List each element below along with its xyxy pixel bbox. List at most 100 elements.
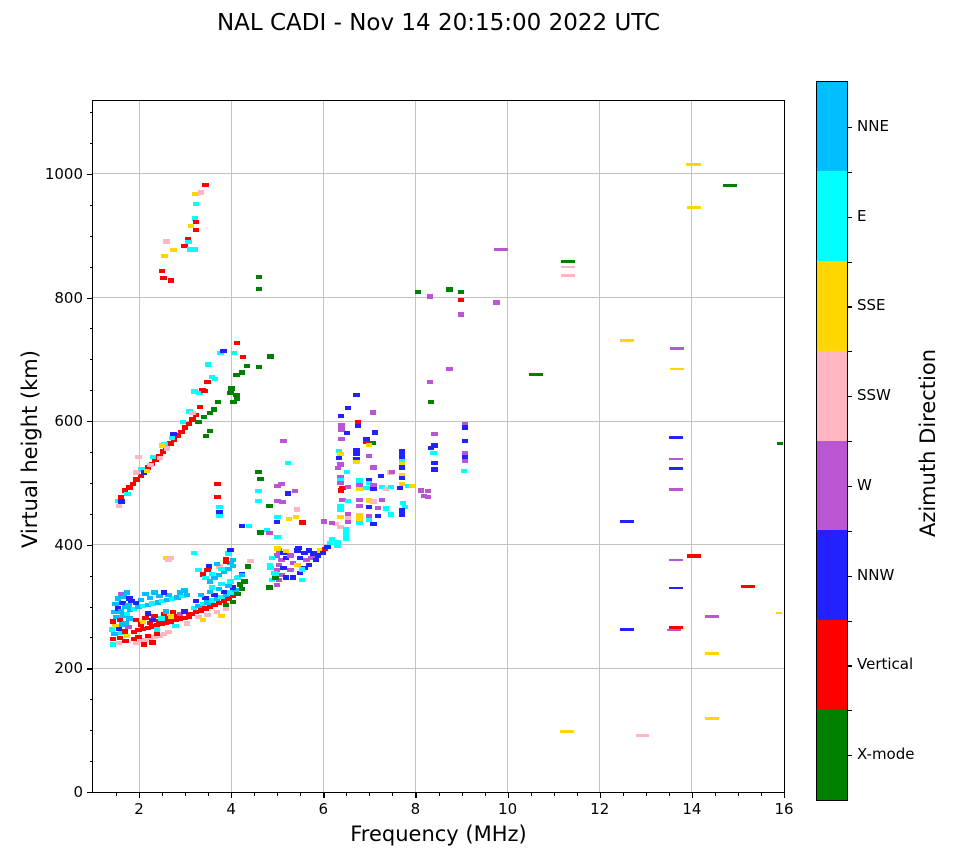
data-point xyxy=(365,498,373,503)
data-point xyxy=(289,560,297,565)
data-point xyxy=(431,460,438,465)
data-point xyxy=(135,634,142,640)
data-point xyxy=(284,461,292,466)
data-point xyxy=(560,260,575,264)
data-point xyxy=(153,623,161,628)
data-point xyxy=(388,469,396,475)
data-point xyxy=(146,595,154,601)
x-tick-label: 12 xyxy=(590,800,610,818)
data-point xyxy=(233,340,241,345)
data-point xyxy=(110,636,117,641)
data-point xyxy=(398,449,406,454)
data-point xyxy=(159,598,166,604)
data-point xyxy=(669,559,684,562)
data-point xyxy=(296,555,303,561)
data-point xyxy=(163,597,171,603)
data-point xyxy=(117,494,125,499)
y-minor-tick xyxy=(89,328,93,330)
data-point xyxy=(274,498,281,504)
data-point xyxy=(668,467,683,471)
data-point xyxy=(233,396,241,402)
data-point xyxy=(133,470,140,475)
y-minor-tick xyxy=(89,359,93,361)
data-point xyxy=(121,629,128,634)
data-point xyxy=(344,512,352,517)
data-point xyxy=(159,449,167,454)
data-point xyxy=(365,453,373,459)
data-point xyxy=(560,273,575,277)
data-point xyxy=(234,591,241,596)
data-point xyxy=(446,366,453,371)
data-point xyxy=(115,503,123,509)
data-point xyxy=(125,624,132,630)
data-point xyxy=(204,612,211,617)
data-point xyxy=(159,443,166,448)
data-point xyxy=(183,621,191,626)
x-tick-label: 2 xyxy=(134,800,144,818)
data-point xyxy=(135,605,142,610)
data-point xyxy=(167,278,175,283)
data-point xyxy=(163,446,171,451)
x-minor-tick xyxy=(714,792,716,796)
data-point xyxy=(328,521,336,526)
data-point xyxy=(244,564,252,569)
colorbar-tick xyxy=(847,126,852,129)
colorbar-segment-vertical xyxy=(816,620,847,710)
data-point xyxy=(303,558,310,563)
data-point xyxy=(285,516,292,522)
data-point xyxy=(197,592,204,598)
x-axis-label: Frequency (MHz) xyxy=(350,822,527,846)
data-point xyxy=(218,566,225,572)
data-point xyxy=(127,607,134,612)
data-point xyxy=(461,425,469,430)
data-point xyxy=(272,572,279,577)
data-point xyxy=(172,618,179,623)
data-point xyxy=(153,627,161,632)
data-point xyxy=(174,595,181,600)
y-tick-label: 400 xyxy=(54,535,83,554)
data-point xyxy=(232,587,239,593)
data-point xyxy=(137,473,145,478)
data-point xyxy=(267,565,274,570)
data-point xyxy=(280,438,287,444)
data-point xyxy=(112,623,119,628)
data-point xyxy=(130,607,138,612)
data-point xyxy=(151,590,158,595)
data-point xyxy=(167,614,175,619)
data-point xyxy=(338,427,345,433)
data-point xyxy=(135,628,142,633)
data-point xyxy=(149,454,157,460)
x-minor-tick xyxy=(668,792,670,796)
data-point xyxy=(204,600,211,605)
data-point xyxy=(174,433,181,438)
data-point xyxy=(461,438,469,444)
y-major-tick xyxy=(87,792,93,794)
x-major-tick xyxy=(139,792,141,798)
data-point xyxy=(215,600,223,606)
data-point xyxy=(669,625,684,629)
y-minor-tick xyxy=(89,761,93,763)
data-point xyxy=(370,499,377,504)
data-point xyxy=(493,300,500,305)
data-point xyxy=(363,485,370,491)
data-point xyxy=(189,417,196,422)
data-point xyxy=(210,407,218,412)
data-point xyxy=(181,425,189,430)
x-minor-tick xyxy=(277,792,279,796)
data-point xyxy=(337,478,344,483)
data-point xyxy=(417,488,425,493)
data-point xyxy=(206,604,214,609)
data-point xyxy=(272,576,279,581)
data-point xyxy=(200,414,208,420)
colorbar-tick-label: SSE xyxy=(857,296,886,315)
colorbar-segment-sse xyxy=(816,261,847,351)
data-point xyxy=(365,480,373,486)
data-point xyxy=(332,521,339,527)
data-point xyxy=(130,636,138,641)
gridline-vertical xyxy=(138,100,140,792)
y-minor-tick xyxy=(89,637,93,639)
data-point xyxy=(273,519,280,525)
data-point xyxy=(146,636,154,641)
data-point xyxy=(202,606,209,611)
